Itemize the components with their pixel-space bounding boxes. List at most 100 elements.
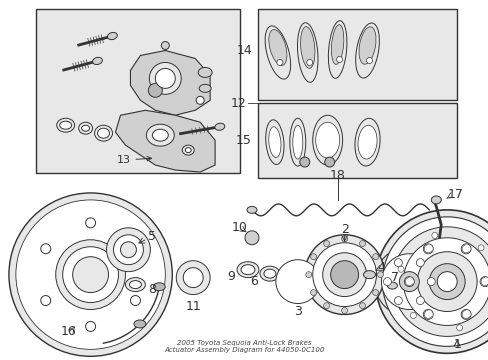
Circle shape <box>113 235 143 265</box>
Ellipse shape <box>94 125 112 141</box>
Circle shape <box>416 252 476 311</box>
Circle shape <box>306 59 312 66</box>
Ellipse shape <box>264 269 275 278</box>
Ellipse shape <box>182 145 194 155</box>
Text: 8: 8 <box>148 283 156 296</box>
Circle shape <box>381 254 436 310</box>
Ellipse shape <box>246 206 256 213</box>
Circle shape <box>399 272 419 292</box>
Circle shape <box>382 217 488 346</box>
Ellipse shape <box>199 84 211 92</box>
Circle shape <box>427 278 434 285</box>
Circle shape <box>359 240 365 247</box>
Circle shape <box>394 258 402 267</box>
Text: 2005 Toyota Sequoia Anti-Lock Brakes
Actuator Assembly Diagram for 44050-0C100: 2005 Toyota Sequoia Anti-Lock Brakes Act… <box>164 339 324 353</box>
Circle shape <box>85 321 95 332</box>
Text: 4: 4 <box>377 261 385 274</box>
Ellipse shape <box>107 32 117 40</box>
Circle shape <box>149 62 181 94</box>
Ellipse shape <box>153 283 165 291</box>
Circle shape <box>41 296 51 306</box>
Circle shape <box>279 264 315 300</box>
Ellipse shape <box>331 25 343 64</box>
Circle shape <box>336 57 342 62</box>
Ellipse shape <box>300 27 314 68</box>
Ellipse shape <box>79 122 92 134</box>
Circle shape <box>62 247 118 302</box>
Circle shape <box>323 240 329 247</box>
Ellipse shape <box>237 262 259 278</box>
Ellipse shape <box>386 282 397 289</box>
Circle shape <box>436 272 456 292</box>
Circle shape <box>341 236 347 242</box>
Ellipse shape <box>264 26 290 79</box>
Circle shape <box>130 244 140 254</box>
Text: 10: 10 <box>232 221 247 234</box>
Text: 18: 18 <box>329 168 345 181</box>
Circle shape <box>155 68 175 88</box>
Bar <box>258 9 456 100</box>
Circle shape <box>312 243 376 306</box>
Ellipse shape <box>292 125 302 159</box>
Circle shape <box>428 264 464 300</box>
Circle shape <box>366 58 372 63</box>
Ellipse shape <box>315 122 339 158</box>
Ellipse shape <box>198 67 212 77</box>
Text: 7: 7 <box>390 271 399 284</box>
Bar <box>258 103 456 178</box>
Circle shape <box>415 258 424 267</box>
Circle shape <box>41 244 51 254</box>
Circle shape <box>106 228 150 272</box>
Ellipse shape <box>146 124 174 146</box>
Circle shape <box>120 242 136 258</box>
Text: 13: 13 <box>116 155 151 165</box>
Ellipse shape <box>289 118 305 166</box>
Text: 1: 1 <box>452 338 460 351</box>
Text: 2: 2 <box>340 223 348 236</box>
Ellipse shape <box>57 118 75 132</box>
Circle shape <box>275 260 319 303</box>
Ellipse shape <box>260 266 279 281</box>
Circle shape <box>397 266 403 272</box>
Ellipse shape <box>312 115 342 165</box>
Circle shape <box>85 218 95 228</box>
Ellipse shape <box>98 128 109 138</box>
Circle shape <box>374 247 443 316</box>
Text: 3: 3 <box>293 305 301 318</box>
Circle shape <box>377 272 383 278</box>
Circle shape <box>16 200 165 349</box>
Circle shape <box>73 257 108 293</box>
Circle shape <box>372 289 378 296</box>
Ellipse shape <box>358 27 375 64</box>
Circle shape <box>196 96 203 104</box>
Text: 5: 5 <box>148 230 156 243</box>
Circle shape <box>310 254 316 260</box>
Circle shape <box>460 309 470 319</box>
Ellipse shape <box>92 57 102 64</box>
Ellipse shape <box>60 121 72 129</box>
Circle shape <box>415 297 424 305</box>
Circle shape <box>310 289 316 296</box>
Circle shape <box>341 307 347 314</box>
Circle shape <box>479 276 488 287</box>
Ellipse shape <box>152 129 168 141</box>
Ellipse shape <box>265 120 284 165</box>
Circle shape <box>9 193 172 356</box>
Circle shape <box>299 157 309 167</box>
Circle shape <box>244 231 259 245</box>
Text: 6: 6 <box>249 275 258 288</box>
Circle shape <box>423 244 432 254</box>
Circle shape <box>176 261 210 294</box>
Circle shape <box>56 240 125 310</box>
Circle shape <box>305 272 311 278</box>
Ellipse shape <box>355 23 379 78</box>
Circle shape <box>330 261 358 289</box>
Circle shape <box>161 41 169 50</box>
Ellipse shape <box>81 125 89 131</box>
Ellipse shape <box>297 23 317 82</box>
Circle shape <box>477 245 483 251</box>
Ellipse shape <box>268 30 286 66</box>
Text: 12: 12 <box>230 97 245 110</box>
Text: 16: 16 <box>61 325 77 338</box>
Circle shape <box>409 312 416 318</box>
